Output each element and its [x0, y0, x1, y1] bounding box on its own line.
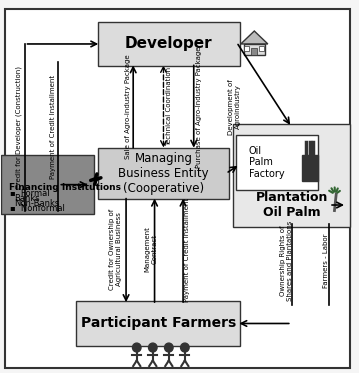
- FancyBboxPatch shape: [233, 123, 350, 227]
- FancyBboxPatch shape: [237, 135, 318, 190]
- Text: Technical Coordination: Technical Coordination: [166, 68, 172, 147]
- Text: Credit for Ownership of
Agricultural Business: Credit for Ownership of Agricultural Bus…: [109, 209, 122, 290]
- Text: Management
Contract: Management Contract: [145, 226, 158, 272]
- Circle shape: [149, 343, 157, 352]
- Text: Non-Banks: Non-Banks: [14, 199, 59, 208]
- Text: Development of
Agroindustry: Development of Agroindustry: [228, 79, 241, 135]
- FancyBboxPatch shape: [1, 155, 94, 214]
- FancyBboxPatch shape: [76, 301, 240, 346]
- Bar: [244, 44, 265, 55]
- Text: Developer: Developer: [125, 37, 213, 51]
- Bar: [244, 46, 249, 51]
- Circle shape: [132, 343, 141, 352]
- FancyBboxPatch shape: [5, 9, 350, 368]
- Text: Banks: Banks: [14, 194, 39, 203]
- Text: Managing
Business Entity
(Cooperative): Managing Business Entity (Cooperative): [118, 152, 209, 195]
- Bar: [302, 155, 318, 181]
- Text: ▪  Nonformal: ▪ Nonformal: [10, 204, 65, 213]
- Text: Farmers - Labor: Farmers - Labor: [322, 233, 328, 288]
- Circle shape: [164, 343, 173, 352]
- FancyBboxPatch shape: [98, 148, 229, 200]
- Bar: [259, 46, 264, 51]
- Text: ▪  Formal: ▪ Formal: [10, 189, 50, 198]
- Text: Oil
Palm
Factory: Oil Palm Factory: [249, 146, 285, 179]
- Text: Payment of Credit Installment: Payment of Credit Installment: [50, 75, 56, 179]
- Text: Ownership Rights of
Shares and Plantations: Ownership Rights of Shares and Plantatio…: [280, 220, 293, 301]
- Circle shape: [181, 343, 189, 352]
- Text: Credit for Developer (Construction): Credit for Developer (Construction): [16, 66, 23, 189]
- Text: Participant Farmers: Participant Farmers: [80, 316, 236, 330]
- Bar: [251, 48, 257, 55]
- Text: Payment of Credit Installment: Payment of Credit Installment: [183, 197, 190, 301]
- Text: Sale of Agro-industry Package: Sale of Agro-industry Package: [125, 54, 131, 159]
- FancyBboxPatch shape: [98, 22, 240, 66]
- Polygon shape: [241, 31, 268, 44]
- Text: Financing Institutions: Financing Institutions: [9, 183, 121, 192]
- Text: Plantation
Oil Palm: Plantation Oil Palm: [256, 191, 328, 219]
- Text: Purchase of Agro-Industry Package: Purchase of Agro-Industry Package: [196, 46, 202, 167]
